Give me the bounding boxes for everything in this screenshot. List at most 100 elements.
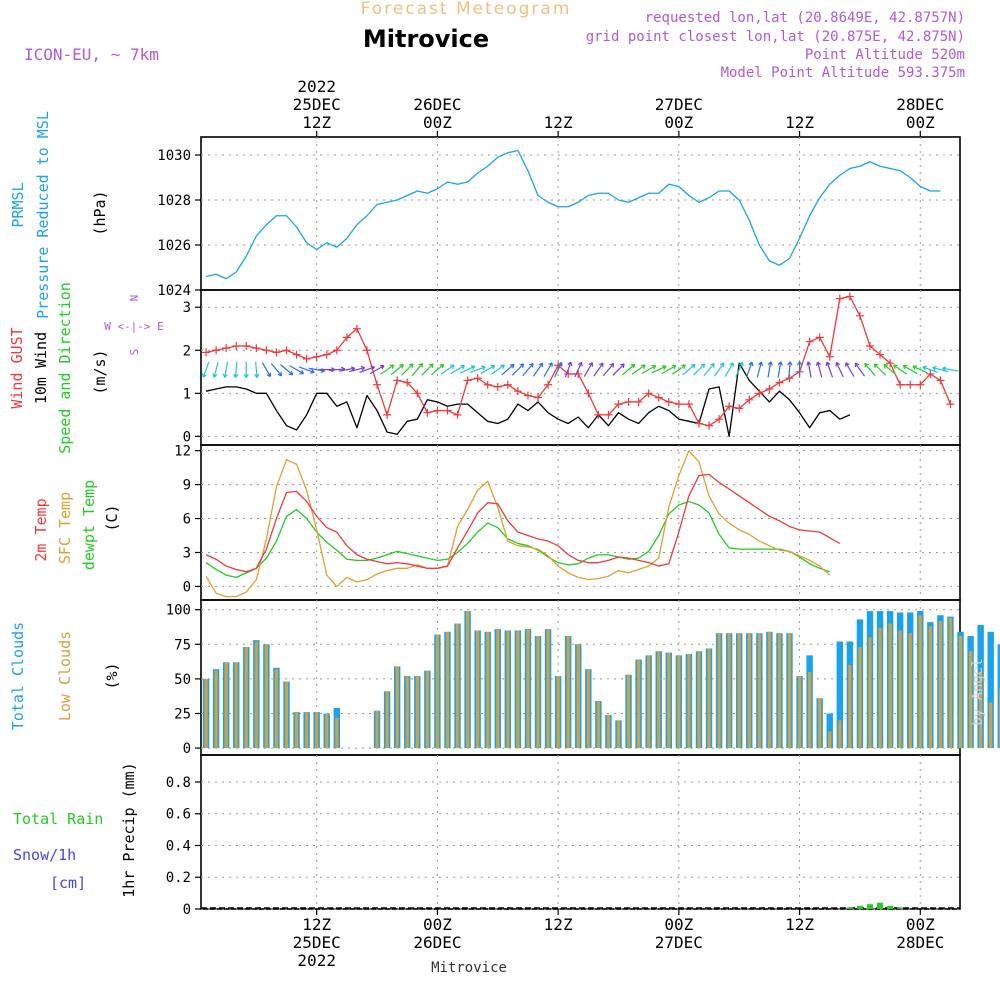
low-cloud-bar [415, 676, 419, 749]
y-tick-label: 1 [183, 386, 191, 402]
wind-dir-arrow [279, 364, 294, 376]
total-rain-label: Total Rain [13, 810, 103, 828]
wind-dir-arrowhead [418, 362, 424, 368]
gust-marker [835, 294, 844, 303]
bottom-time-label: 12Z [544, 915, 573, 934]
wind-dir-arrowhead [222, 373, 228, 378]
low-cloud-bar [274, 669, 279, 749]
gust-marker [735, 404, 744, 413]
low-cloud-bar [586, 669, 590, 749]
top-time-label: 12Z [302, 113, 331, 132]
hpa-unit-label: (hPa) [91, 190, 109, 235]
gust-marker [252, 344, 261, 353]
low-cloud-bar [425, 670, 429, 749]
wind-dir-arrowhead [815, 361, 821, 366]
compass-we: W <-|-> E [104, 320, 164, 333]
total-clouds-label: Total Clouds [9, 622, 27, 730]
wind-dir-arrowhead [439, 363, 445, 369]
rain-bar [887, 905, 894, 909]
wind-panel: 0 1 2 3 [183, 289, 961, 446]
wind-dir-arrowhead [490, 364, 496, 370]
wind-dir-arrow [349, 367, 365, 373]
snow-unit-label: [cm] [50, 874, 86, 892]
wind-dir-arrow [612, 363, 625, 376]
gust-marker [202, 348, 211, 357]
wind-dir-arrowhead [641, 364, 646, 369]
y-tick-label: 1030 [157, 148, 191, 164]
low-cloud-bar [989, 702, 993, 749]
low-cloud-bar [375, 710, 379, 749]
gust-marker [684, 400, 693, 409]
wind-dir-arrowhead [428, 363, 434, 369]
wind-dir-arrow [270, 363, 283, 377]
low-cloud-bar [938, 620, 943, 749]
location-title: Mitrovice [363, 25, 489, 53]
total-cloud-bar [987, 631, 994, 749]
wind-dir-arrow [788, 361, 791, 378]
wind-dir-arrow [380, 364, 395, 375]
wind-dir-arrowhead [481, 365, 486, 371]
wind-dir-arrow [511, 363, 524, 376]
bottom-time-label: 25DEC [293, 933, 341, 952]
wind-dir-arrow [440, 364, 455, 375]
compass-north: N [128, 295, 141, 302]
wind-dir-arrow [490, 364, 505, 375]
gust-marker [815, 333, 824, 342]
wind-dir-arrowhead [719, 362, 725, 368]
total-cloud-bar [997, 644, 1000, 749]
gust-marker [493, 382, 502, 391]
wind-dir-arrowhead [310, 368, 315, 374]
bottom-time-label: 26DEC [413, 933, 461, 952]
gust-marker [906, 380, 915, 389]
wind-dir-arrowhead [681, 364, 686, 369]
gust-marker [393, 376, 402, 385]
wind-dir-arrowhead [893, 364, 898, 369]
low-cloud-bar [657, 651, 661, 749]
low-cloud-bar [606, 714, 611, 749]
gust-marker [896, 380, 905, 389]
wind-dir-arrow [835, 362, 844, 378]
gust-marker [332, 346, 341, 355]
low-cloud-bar [204, 678, 208, 749]
low-cloud-bar [626, 674, 631, 749]
wind-dir-arrow [522, 363, 534, 377]
wind-dir-arrowhead [389, 364, 395, 369]
gust-marker [755, 389, 764, 398]
low-cloud-bar [808, 671, 812, 749]
panel-frame [200, 754, 961, 910]
y-tick-label: 0.8 [166, 775, 191, 791]
wind-dir-arrowhead [942, 366, 947, 372]
low-cloud-bar [918, 615, 922, 749]
wind-dir-arrow [602, 363, 615, 377]
wind-dir-arrow [932, 367, 949, 373]
low-cloud-bar [848, 665, 852, 749]
wind-dir-arrowhead [700, 363, 706, 369]
top-time-label: 12Z [544, 113, 573, 132]
y-tick-label: 1026 [157, 238, 191, 254]
wind-dir-arrowhead [379, 364, 385, 370]
gust-marker [725, 402, 734, 411]
low-cloud-bar [928, 626, 932, 749]
gust-marker [845, 292, 854, 301]
rain-bar [897, 907, 904, 909]
wind-dir-arrow [213, 361, 219, 378]
low-cloud-bar [224, 662, 228, 749]
wind-dir-arrow [692, 363, 706, 376]
wind-dir-arrow [411, 363, 423, 377]
snow-label: Snow/1h [13, 846, 76, 864]
low-cloud-bar [777, 633, 782, 749]
top-time-label: 27DEC [655, 95, 703, 114]
ms-unit-label: (m/s) [91, 349, 109, 394]
y-tick-label: 0.4 [166, 838, 191, 854]
wind-dir-arrow [501, 364, 515, 376]
y-tick-label: 0 [183, 741, 191, 757]
wind-dir-arrowhead [932, 365, 937, 371]
wind-dir-arrowhead [567, 361, 573, 367]
wind-dir-label: Speed and Direction [56, 282, 74, 454]
low-cloud-bar [385, 691, 389, 749]
wind-dir-arrow [338, 367, 355, 372]
wind-dir-arrow [450, 365, 465, 375]
gust-marker [262, 346, 271, 355]
top-time-label: 00Z [423, 113, 452, 132]
wind-dir-arrowhead [299, 369, 305, 375]
